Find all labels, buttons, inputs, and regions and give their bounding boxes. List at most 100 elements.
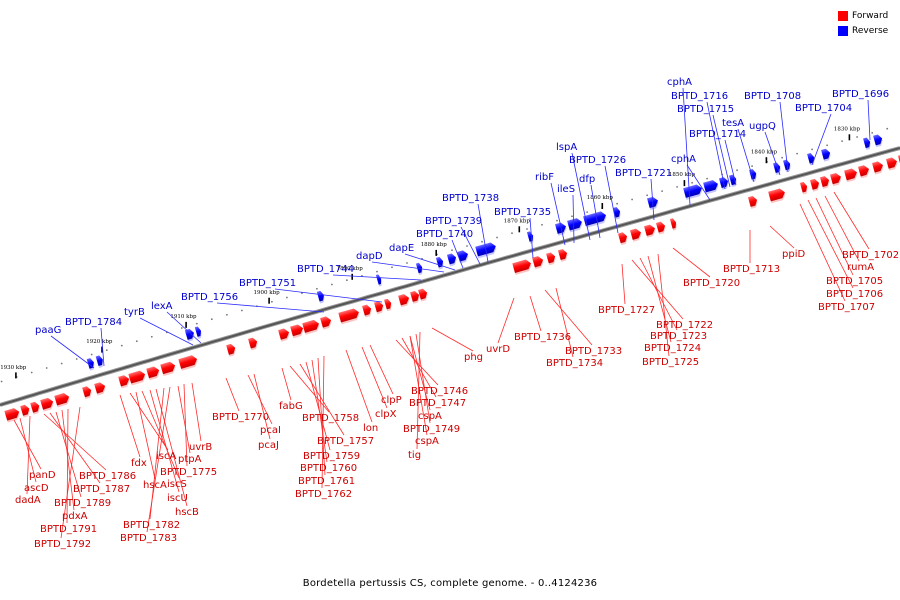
- reverse-gene-label: BPTD_1739: [425, 216, 482, 227]
- reverse-gene-arrow: [595, 211, 607, 225]
- leader-line: [621, 263, 626, 305]
- reverse-gene-arrow: [807, 153, 815, 166]
- minor-dot: [150, 335, 153, 338]
- forward-gene-label: BPTD_1757: [317, 436, 374, 447]
- leader-line: [361, 346, 388, 409]
- leader-line: [811, 113, 832, 166]
- kbp-tick-mark: [683, 180, 686, 187]
- leader-line: [497, 297, 515, 344]
- forward-swatch: [838, 10, 848, 21]
- leader-line: [460, 226, 481, 265]
- forward-gene-arrow: [146, 366, 160, 381]
- leader-line: [529, 217, 534, 259]
- reverse-gene-label: BPTD_1756: [181, 292, 238, 303]
- leader-line: [604, 165, 619, 234]
- forward-gene-arrow: [384, 298, 392, 312]
- reverse-gene-arrow: [863, 137, 871, 151]
- forward-gene-label: BPTD_1786: [79, 471, 136, 482]
- minor-dot: [586, 211, 588, 214]
- forward-gene-arrow: [248, 337, 258, 351]
- reverse-gene-label: ribF: [535, 172, 554, 183]
- forward-gene-arrow: [669, 218, 677, 231]
- minor-dot: [541, 223, 543, 226]
- forward-gene-arrow: [374, 301, 384, 315]
- minor-dot: [90, 353, 93, 356]
- reverse-gene-arrow: [194, 326, 202, 339]
- minor-dot: [451, 249, 453, 252]
- leader-line: [571, 152, 591, 241]
- leader-line: [311, 359, 328, 463]
- forward-gene-arrow: [512, 259, 532, 275]
- reverse-gene-label: BPTD_1735: [494, 207, 551, 218]
- leader-line: [299, 363, 345, 436]
- reverse-gene-label: BPTD_1715: [677, 104, 734, 115]
- forward-gene-label: BPTD_1775: [160, 467, 217, 478]
- minor-dot: [195, 322, 198, 325]
- kbp-tick-mark: [15, 372, 17, 379]
- reverse-gene-label: BPTD_1740: [416, 229, 473, 240]
- leader-line: [177, 385, 191, 454]
- leader-line: [19, 417, 37, 483]
- forward-gene-arrow: [226, 343, 236, 357]
- minor-dot: [376, 270, 378, 273]
- forward-gene-label: pcaI: [260, 425, 281, 436]
- reverse-gene-arrow: [95, 355, 104, 368]
- reverse-gene-arrow: [612, 207, 621, 220]
- forward-gene-arrow: [858, 165, 870, 179]
- leader-line: [416, 331, 421, 450]
- leader-line: [49, 412, 101, 484]
- kbp-tick-label: 1860 kbp: [587, 195, 614, 201]
- leader-line: [572, 194, 575, 244]
- leader-line: [779, 101, 789, 173]
- minor-dot: [886, 127, 889, 130]
- leader-line: [544, 289, 593, 346]
- leader-line: [225, 377, 240, 412]
- reverse-gene-label: tesA: [722, 118, 744, 129]
- minor-dot: [796, 152, 798, 155]
- label-leader-lines: [13, 87, 871, 539]
- leader-line: [415, 333, 431, 424]
- leader-line: [824, 195, 860, 262]
- minor-dot: [105, 349, 108, 351]
- minor-dot: [45, 367, 48, 369]
- leader-line: [371, 261, 445, 273]
- forward-gene-label: fabG: [279, 401, 303, 412]
- legend: Forward Reverse: [838, 8, 888, 38]
- forward-gene-arrow: [418, 288, 428, 302]
- forward-gene-arrow: [160, 361, 176, 377]
- leader-line: [155, 388, 188, 507]
- minor-dot: [706, 177, 708, 180]
- leader-line: [764, 131, 781, 176]
- forward-gene-arrow: [398, 294, 410, 308]
- forward-gene-label: BPTD_1736: [514, 332, 571, 343]
- forward-gene-label: lon: [363, 423, 378, 434]
- leader-line: [119, 394, 141, 458]
- legend-item-reverse: Reverse: [838, 23, 888, 38]
- forward-gene-label: BPTD_1702: [842, 250, 899, 261]
- forward-gene-arrow: [20, 404, 30, 418]
- forward-gene-arrow: [320, 316, 332, 330]
- forward-gene-label: BPTD_1792: [34, 539, 91, 550]
- minor-dot: [496, 236, 498, 239]
- reverse-gene-label: cphA: [671, 154, 696, 165]
- leader-line: [647, 255, 672, 343]
- forward-gene-label: clpP: [381, 395, 402, 406]
- reverse-gene-arrow: [683, 184, 703, 200]
- forward-gene-label: pcaJ: [258, 440, 279, 451]
- forward-gene-label: hscA: [143, 480, 167, 491]
- reverse-gene-label: lspA: [556, 142, 577, 153]
- leader-line: [100, 327, 105, 367]
- leader-line: [431, 327, 474, 352]
- reverse-gene-arrow: [821, 148, 831, 162]
- forward-gene-arrow: [30, 401, 40, 415]
- minor-dot: [856, 136, 858, 138]
- minor-dot: [0, 380, 3, 383]
- leader-line: [682, 87, 691, 206]
- forward-gene-arrow: [118, 375, 130, 389]
- forward-gene-label: BPTD_1747: [409, 398, 466, 409]
- reverse-swatch: [838, 25, 848, 36]
- minor-dot: [30, 371, 33, 374]
- kbp-tick-mark: [601, 203, 604, 209]
- reverse-gene-label: BPTD_1716: [671, 91, 728, 102]
- leader-line: [724, 139, 737, 186]
